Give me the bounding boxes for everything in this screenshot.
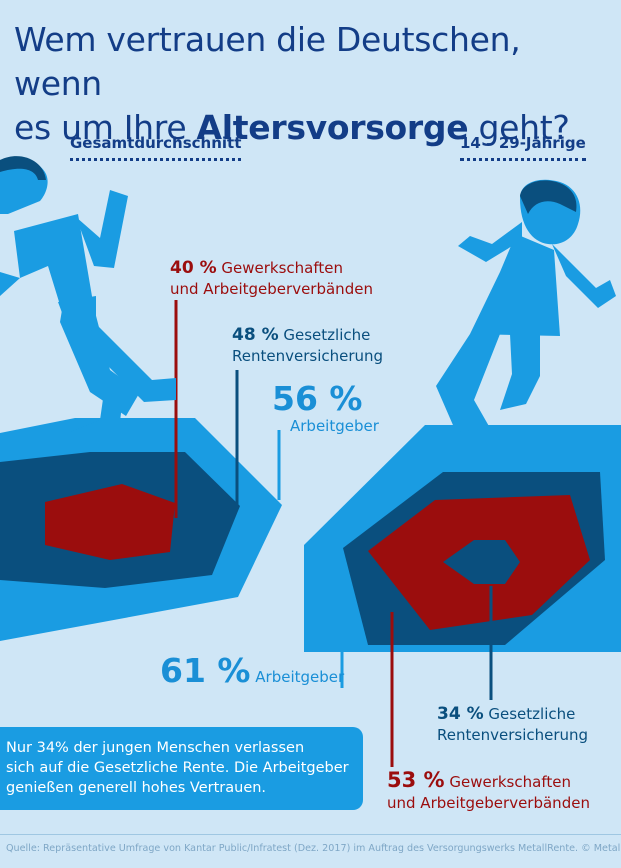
- right-column-heading: 14 – 29-Jährige: [460, 134, 586, 161]
- right-gewerkschaften-pct: 53 %: [387, 768, 445, 792]
- right-gewerkschaften-line2: und Arbeitgeberverbänden: [387, 794, 590, 812]
- right-rentenversicherung-line1: Gesetzliche: [488, 705, 576, 723]
- woman-figure-icon: [436, 179, 616, 432]
- title-line-2: es um Ihre Altersvorsorge geht?: [14, 106, 614, 150]
- right-arbeitgeber-pct: 61 %: [160, 651, 251, 690]
- title-line-2-bold: Altersvorsorge: [196, 108, 469, 147]
- title-line-2-post: geht?: [468, 108, 570, 147]
- left-gewerkschaften-label: 40 % Gewerkschaften und Arbeitgeberverbä…: [170, 258, 373, 300]
- right-gewerkschaften-label: 53 % Gewerkschaften und Arbeitgeberverbä…: [387, 770, 590, 814]
- left-rentenversicherung-line2: Rentenversicherung: [232, 347, 384, 365]
- left-rentenversicherung-label: 48 % Gesetzliche Rentenversicherung: [232, 325, 383, 367]
- title-line-2-pre: es um Ihre: [14, 108, 197, 147]
- left-arbeitgeber-pct: 56 %: [272, 379, 363, 418]
- left-column-heading: Gesamtdurchschnitt: [70, 134, 242, 161]
- left-gewerkschaften-pct: 40 %: [170, 258, 217, 278]
- note-line-3: genießen generell hohes Vertrauen.: [6, 780, 267, 796]
- note-line-1: Nur 34% der jungen Menschen verlassen: [6, 740, 305, 756]
- right-gewerkschaften-line1: Gewerkschaften: [449, 773, 571, 791]
- note-line-2: sich auf die Gesetzliche Rente. Die Arbe…: [6, 760, 349, 776]
- right-rentenversicherung-line2: Rentenversicherung: [437, 726, 589, 744]
- man-figure-icon: [0, 156, 176, 440]
- right-arbeitgeber-label: 61 % Arbeitgeber: [160, 654, 345, 688]
- left-rentenversicherung-pct: 48 %: [232, 325, 279, 345]
- left-gewerkschaften-line1: Gewerkschaften: [221, 259, 343, 277]
- left-arbeitgeber-label: 56 % Arbeitgeber: [272, 382, 379, 437]
- left-arbeitgeber-text: Arbeitgeber: [290, 417, 379, 435]
- page-title: Wem vertrauen die Deutschen, wenn es um …: [14, 18, 614, 150]
- right-hex-core: [443, 540, 520, 584]
- footer: Quelle: Repräsentative Umfrage von Kanta…: [0, 834, 621, 868]
- title-line-1: Wem vertrauen die Deutschen, wenn: [14, 20, 521, 103]
- right-rentenversicherung-pct: 34 %: [437, 704, 484, 724]
- right-rentenversicherung-label: 34 % Gesetzliche Rentenversicherung: [437, 704, 588, 746]
- left-rentenversicherung-line1: Gesetzliche: [283, 326, 371, 344]
- left-gewerkschaften-line2: und Arbeitgeberverbänden: [170, 280, 373, 298]
- source-note: Quelle: Repräsentative Umfrage von Kanta…: [6, 843, 621, 854]
- summary-note: Nur 34% der jungen Menschen verlassen si…: [0, 727, 363, 810]
- right-arbeitgeber-text: Arbeitgeber: [255, 668, 345, 686]
- left-hex-inner: [45, 484, 175, 560]
